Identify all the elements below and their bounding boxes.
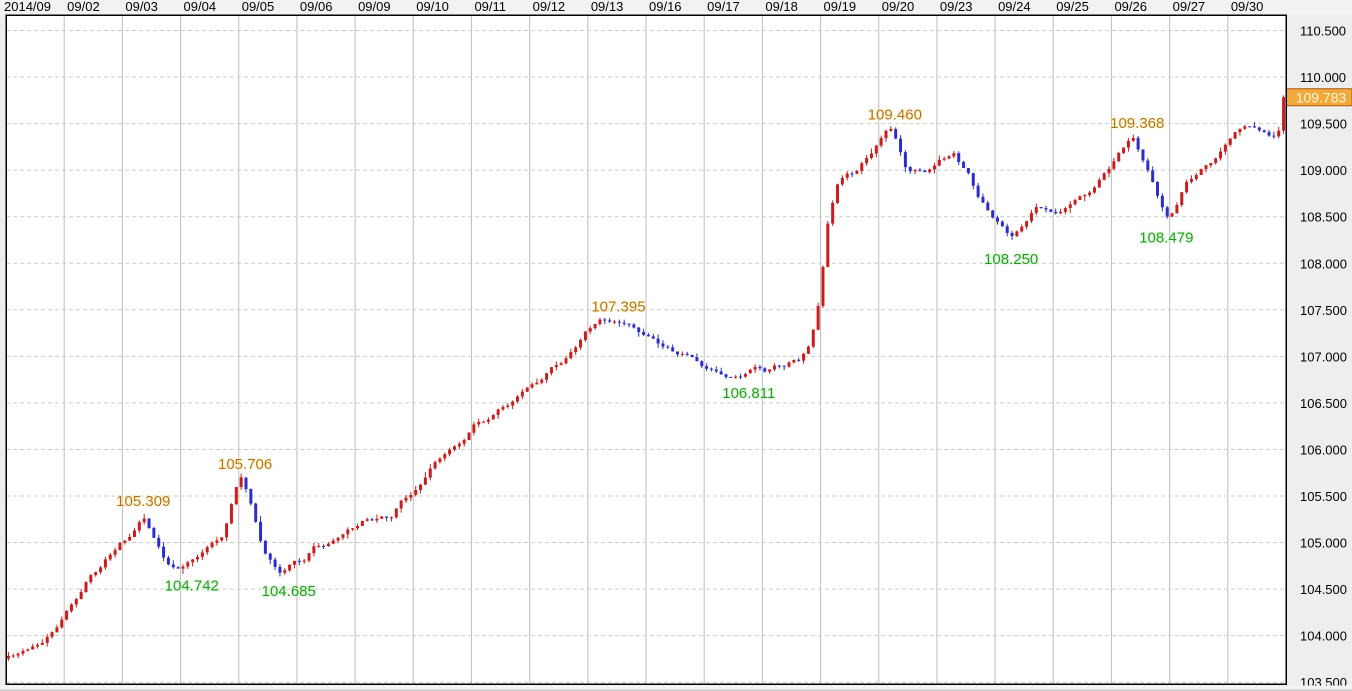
- svg-text:107.000: 107.000: [1300, 349, 1347, 364]
- svg-text:108.000: 108.000: [1300, 256, 1347, 271]
- svg-text:09/03: 09/03: [125, 0, 158, 14]
- svg-text:09/13: 09/13: [591, 0, 624, 14]
- svg-text:09/04: 09/04: [184, 0, 217, 14]
- svg-text:09/11: 09/11: [474, 0, 506, 14]
- svg-text:09/19: 09/19: [824, 0, 857, 14]
- svg-text:09/27: 09/27: [1173, 0, 1206, 14]
- svg-text:104.000: 104.000: [1300, 629, 1347, 644]
- svg-text:09/18: 09/18: [765, 0, 798, 14]
- svg-text:09/20: 09/20: [882, 0, 915, 14]
- svg-text:09/09: 09/09: [358, 0, 391, 14]
- svg-text:109.368: 109.368: [1110, 115, 1164, 132]
- svg-text:09/16: 09/16: [649, 0, 682, 14]
- svg-text:106.811: 106.811: [722, 385, 775, 402]
- svg-text:108.479: 108.479: [1139, 230, 1193, 247]
- svg-text:104.742: 104.742: [165, 578, 219, 595]
- svg-text:09/02: 09/02: [67, 0, 100, 14]
- svg-text:09/10: 09/10: [416, 0, 449, 14]
- svg-text:109.460: 109.460: [868, 106, 922, 123]
- svg-text:109.783: 109.783: [1296, 89, 1347, 105]
- svg-text:09/25: 09/25: [1056, 0, 1089, 14]
- svg-text:09/26: 09/26: [1114, 0, 1147, 14]
- svg-text:105.309: 105.309: [116, 493, 170, 510]
- svg-text:104.685: 104.685: [262, 583, 316, 600]
- svg-text:110.500: 110.500: [1300, 24, 1346, 39]
- svg-text:105.000: 105.000: [1300, 536, 1347, 551]
- svg-text:09/17: 09/17: [707, 0, 740, 14]
- svg-text:09/06: 09/06: [300, 0, 333, 14]
- svg-text:109.000: 109.000: [1300, 163, 1347, 178]
- svg-text:09/24: 09/24: [998, 0, 1031, 14]
- svg-text:105.706: 105.706: [218, 456, 272, 473]
- svg-text:107.500: 107.500: [1300, 303, 1347, 318]
- svg-text:107.395: 107.395: [591, 299, 645, 316]
- svg-text:108.500: 108.500: [1300, 210, 1347, 225]
- svg-text:106.500: 106.500: [1300, 396, 1347, 411]
- svg-text:108.250: 108.250: [984, 251, 1038, 268]
- svg-text:09/12: 09/12: [533, 0, 566, 14]
- svg-text:105.500: 105.500: [1300, 489, 1347, 504]
- svg-text:2014/09: 2014/09: [4, 0, 51, 14]
- svg-text:109.500: 109.500: [1300, 117, 1347, 132]
- svg-text:09/30: 09/30: [1231, 0, 1264, 14]
- svg-text:104.500: 104.500: [1300, 582, 1347, 597]
- svg-text:110.000: 110.000: [1300, 70, 1346, 85]
- svg-text:106.000: 106.000: [1300, 442, 1347, 457]
- svg-text:09/05: 09/05: [242, 0, 275, 14]
- svg-text:09/23: 09/23: [940, 0, 973, 14]
